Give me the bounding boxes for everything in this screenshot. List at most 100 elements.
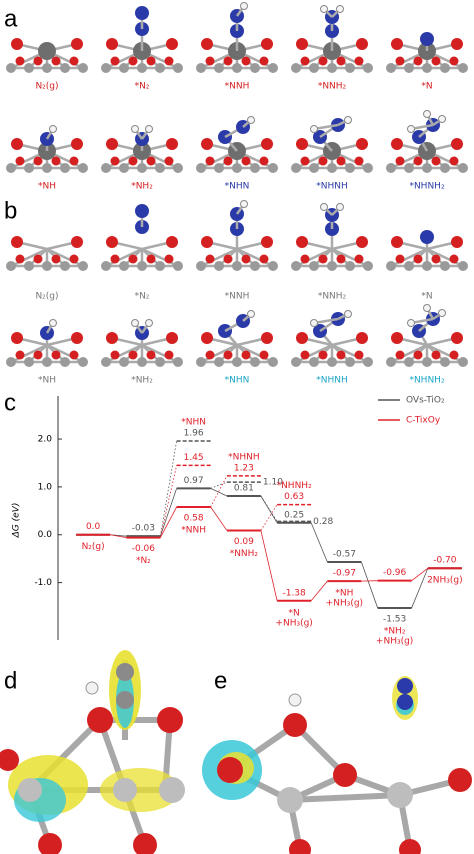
- value-label: 1.10: [263, 478, 283, 488]
- value-label: -0.57: [333, 550, 356, 560]
- atom: [135, 6, 149, 20]
- atom: [387, 782, 413, 808]
- connector: [411, 567, 429, 581]
- y-tick-label: -1.0: [34, 578, 52, 588]
- caption: *NHNH: [316, 376, 348, 386]
- structure: [6, 236, 88, 271]
- atom: [440, 357, 450, 367]
- bond: [10, 247, 48, 268]
- atom: [404, 261, 414, 271]
- atom: [309, 63, 319, 73]
- atom: [320, 5, 328, 13]
- caption: N₂(g): [35, 292, 58, 302]
- atom: [214, 357, 224, 367]
- connector: [210, 506, 228, 531]
- value-label: 1.96: [184, 428, 204, 438]
- atom: [173, 63, 183, 73]
- atom: [289, 839, 311, 854]
- atom: [128, 350, 138, 360]
- atom: [60, 357, 70, 367]
- atom: [250, 63, 260, 73]
- connector: [110, 534, 127, 539]
- atom: [354, 350, 364, 360]
- atom: [110, 254, 120, 264]
- bond: [200, 247, 238, 268]
- atom: [137, 163, 147, 173]
- atom: [386, 63, 396, 73]
- atom: [11, 332, 23, 344]
- value-label: -1.53: [383, 614, 406, 624]
- atom: [397, 694, 413, 710]
- atom: [422, 261, 432, 271]
- atom: [214, 163, 224, 173]
- value-label: 0.25: [284, 510, 304, 520]
- atom: [327, 261, 337, 271]
- atom: [449, 156, 459, 166]
- panel-label: c: [4, 389, 16, 416]
- atom: [413, 156, 423, 166]
- atom: [354, 56, 364, 66]
- bond: [331, 343, 369, 364]
- bond: [426, 343, 464, 364]
- atom: [166, 38, 178, 50]
- atom: [155, 163, 165, 173]
- atom: [78, 261, 88, 271]
- category-label: *NNH: [181, 525, 206, 535]
- atom: [232, 357, 242, 367]
- caption: *NH₂: [131, 182, 153, 192]
- value-label: -1.38: [282, 588, 306, 598]
- atom: [261, 332, 273, 344]
- atom: [24, 163, 34, 173]
- atom: [201, 138, 213, 150]
- atom: [60, 163, 70, 173]
- atom: [345, 261, 355, 271]
- atom: [404, 163, 414, 173]
- atom: [116, 663, 134, 681]
- structure: [101, 125, 183, 173]
- structure: [291, 310, 373, 367]
- atom: [431, 156, 441, 166]
- atom: [309, 261, 319, 271]
- atom: [422, 163, 432, 173]
- connector: [210, 487, 228, 497]
- atom: [386, 357, 396, 367]
- category-label: *NHNH₂: [277, 481, 313, 491]
- atom: [268, 163, 278, 173]
- atom: [24, 357, 34, 367]
- atom: [214, 63, 224, 73]
- atom: [261, 38, 273, 50]
- atom: [420, 32, 434, 46]
- value-label: -0.96: [383, 568, 407, 578]
- atom: [196, 357, 206, 367]
- bond: [105, 247, 143, 268]
- category-label: *NH₂: [384, 626, 406, 636]
- atom: [259, 156, 269, 166]
- atom: [333, 763, 357, 787]
- caption: *NHNH₂: [409, 376, 445, 386]
- atom: [296, 332, 308, 344]
- atom: [137, 63, 147, 73]
- caption: *NH: [38, 182, 56, 192]
- structure: [6, 38, 88, 73]
- atom: [458, 63, 468, 73]
- atom: [440, 163, 450, 173]
- atom: [451, 236, 463, 248]
- category-label: *NHNH: [228, 452, 260, 462]
- atom: [277, 787, 303, 813]
- atom: [391, 332, 403, 344]
- atom: [85, 681, 99, 695]
- structure: [291, 203, 373, 271]
- category-label: *NH: [335, 589, 353, 599]
- caption: *NHNH: [316, 182, 348, 192]
- atom: [131, 319, 139, 327]
- atom: [146, 350, 156, 360]
- atom: [250, 357, 260, 367]
- atom: [106, 332, 118, 344]
- connector: [260, 495, 278, 523]
- bond: [426, 247, 464, 268]
- atom: [268, 63, 278, 73]
- atom: [247, 116, 255, 124]
- bond: [105, 343, 143, 364]
- atom: [18, 778, 42, 802]
- value-label: 0.0: [86, 522, 101, 532]
